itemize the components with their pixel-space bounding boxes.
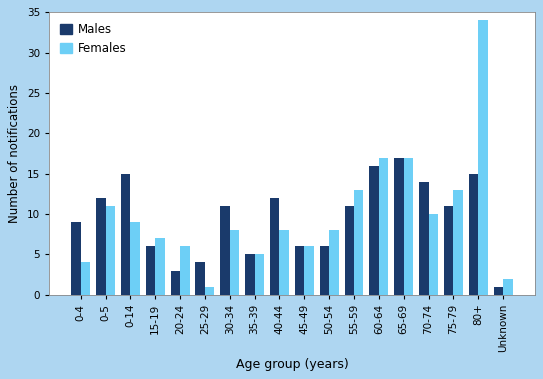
Bar	[419, 182, 428, 295]
Bar	[369, 166, 379, 295]
Bar	[205, 287, 214, 295]
Bar	[245, 254, 255, 295]
Bar	[130, 222, 140, 295]
X-axis label: Age group (years): Age group (years)	[236, 358, 348, 371]
Bar	[453, 190, 463, 295]
Bar	[220, 206, 230, 295]
Bar	[96, 198, 105, 295]
Bar	[444, 206, 453, 295]
Bar	[71, 222, 81, 295]
Bar	[503, 279, 513, 295]
Bar	[404, 158, 413, 295]
Bar	[469, 174, 478, 295]
Bar	[295, 246, 304, 295]
Bar	[320, 246, 329, 295]
Bar	[81, 262, 90, 295]
Bar	[171, 271, 180, 295]
Bar	[195, 262, 205, 295]
Bar	[255, 254, 264, 295]
Bar	[121, 174, 130, 295]
Bar	[155, 238, 165, 295]
Bar	[428, 214, 438, 295]
Bar	[394, 158, 404, 295]
Bar	[379, 158, 388, 295]
Bar	[304, 246, 314, 295]
Bar	[354, 190, 363, 295]
Bar	[494, 287, 503, 295]
Legend: Males, Females: Males, Females	[55, 18, 131, 60]
Bar	[180, 246, 190, 295]
Bar	[329, 230, 339, 295]
Bar	[270, 198, 280, 295]
Bar	[345, 206, 354, 295]
Bar	[280, 230, 289, 295]
Bar	[478, 20, 488, 295]
Y-axis label: Number of notifications: Number of notifications	[8, 84, 21, 223]
Bar	[230, 230, 239, 295]
Bar	[146, 246, 155, 295]
Bar	[105, 206, 115, 295]
